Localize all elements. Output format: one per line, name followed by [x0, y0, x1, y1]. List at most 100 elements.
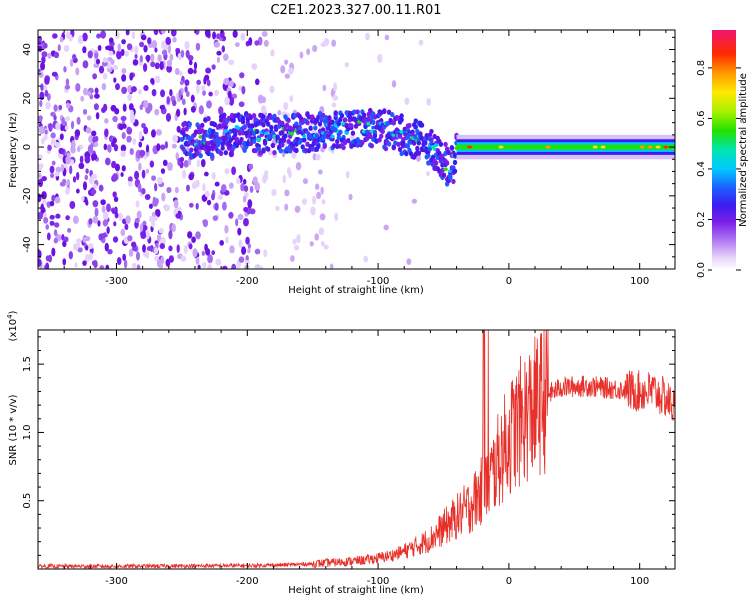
- spectrogram-cell: [207, 263, 213, 269]
- spectrogram-cell: [257, 94, 264, 104]
- spectrogram-peak: [467, 145, 473, 149]
- spectrogram-cell: [372, 129, 378, 135]
- spectrogram-cell: [136, 210, 142, 219]
- spectrogram-cell: [391, 144, 396, 150]
- spectrogram-cell: [82, 181, 88, 191]
- spectrogram-cell: [215, 258, 222, 266]
- spectrogram-cell: [151, 40, 158, 49]
- spectrogram-cell: [92, 200, 99, 208]
- spectrogram-cell: [40, 61, 46, 71]
- spectrogram-peak: [663, 145, 669, 149]
- spectrogram-cell: [418, 39, 424, 46]
- spectrogram-cell: [323, 38, 330, 47]
- spectrogram-cell: [344, 62, 350, 68]
- spectrogram-cell: [143, 100, 149, 109]
- spectrogram-cell: [101, 205, 106, 213]
- spectrogram-cell: [105, 264, 110, 269]
- spectrogram-cell: [202, 219, 209, 228]
- spectrogram-cell: [116, 50, 122, 60]
- spectrogram-cell: [44, 77, 50, 85]
- spectrogram-ytick-label: 20: [22, 92, 33, 105]
- spectrogram-cell: [234, 42, 240, 48]
- spectrogram-cell: [187, 121, 192, 127]
- spectrogram-cell: [320, 112, 326, 118]
- spectrogram-cell: [252, 176, 258, 185]
- spectrogram-cell: [272, 113, 277, 119]
- spectrogram-cell: [363, 116, 368, 122]
- spectrogram-cell: [193, 129, 199, 135]
- spectrogram-cell: [42, 199, 47, 205]
- spectrogram-cell: [115, 83, 120, 91]
- spectrogram-cell: [124, 223, 129, 231]
- spectrogram-cell: [72, 215, 79, 224]
- spectrogram-cell: [111, 140, 116, 148]
- spectrogram-cell: [443, 167, 448, 172]
- snr-marks: [38, 330, 675, 569]
- spectrogram-cell: [254, 78, 260, 86]
- spectrogram-cell: [92, 215, 99, 224]
- spectrogram-cell: [243, 185, 249, 192]
- spectrogram-cell: [333, 110, 338, 116]
- spectrogram-cell: [179, 80, 184, 86]
- spectrogram-cell: [131, 31, 136, 40]
- spectrogram-cell: [156, 143, 161, 152]
- spectrogram-cell: [242, 195, 247, 203]
- spectrogram-cell: [263, 249, 268, 258]
- spectrogram-cell: [205, 248, 211, 256]
- spectrogram-cell: [214, 202, 219, 211]
- spectrogram-cell: [57, 44, 61, 52]
- spectrogram-cell: [88, 135, 94, 143]
- spectrogram-frame: [37, 29, 676, 270]
- spectrogram-cell: [180, 255, 187, 262]
- spectrogram-cell: [224, 96, 230, 106]
- spectrogram-cell: [405, 143, 411, 149]
- spectrogram-xtick-label: -100: [367, 276, 390, 287]
- spectrogram-cell: [38, 164, 43, 173]
- spectrogram-cell: [314, 183, 320, 190]
- spectrogram-cell: [355, 109, 360, 115]
- spectrogram-cell: [127, 235, 133, 242]
- spectrogram-cell: [452, 152, 458, 158]
- spectrogram-cell: [254, 264, 259, 269]
- spectrogram-cell: [120, 228, 126, 237]
- spectrogram-cell: [347, 113, 353, 120]
- spectrogram-cell: [99, 264, 105, 269]
- spectrogram-cell: [114, 31, 120, 40]
- spectrogram-cell: [219, 239, 224, 246]
- spectrogram-cell: [135, 251, 140, 261]
- spectrogram-cell: [169, 53, 174, 61]
- spectrogram-cell: [155, 197, 159, 205]
- snr-xtick-label: -300: [105, 576, 128, 587]
- spectrogram-cell: [189, 147, 194, 153]
- spectrogram-cell: [59, 133, 64, 141]
- spectrogram-cell: [221, 45, 226, 53]
- spectrogram-cell: [229, 245, 235, 254]
- spectrogram-cell: [228, 182, 234, 189]
- spectrogram-cell: [74, 262, 78, 268]
- spectrogram-cell: [284, 189, 290, 197]
- spectrogram-cell: [55, 166, 62, 173]
- spectrogram-cell: [202, 182, 206, 192]
- spectrogram-cell: [126, 126, 133, 135]
- spectrogram-cell: [427, 146, 433, 152]
- spectrogram-cell: [299, 51, 304, 59]
- spectrogram-cell: [192, 248, 198, 258]
- spectrogram-cell: [416, 140, 422, 146]
- spectrogram-cell: [223, 77, 230, 86]
- spectrogram-cell: [314, 233, 319, 241]
- spectrogram-cell: [150, 61, 156, 68]
- spectrogram-cell: [261, 122, 266, 128]
- spectrogram-cell: [191, 236, 196, 244]
- spectrogram-cell: [294, 147, 299, 154]
- spectrogram-cell: [55, 122, 61, 131]
- spectrogram-cell: [151, 211, 156, 217]
- spectrogram-cell: [237, 213, 244, 221]
- spectrogram-cell: [44, 89, 49, 97]
- spectrogram-cell: [51, 71, 58, 77]
- colorbar: 0.0 0.2 0.4 0.6 0.8 Normalized spectral ampl…: [696, 30, 749, 278]
- spectrogram-cell: [69, 165, 73, 175]
- snr-scale-close: ): [8, 310, 19, 314]
- spectrogram-cell: [120, 115, 127, 122]
- spectrogram-cell: [134, 54, 138, 59]
- spectrogram-cell: [245, 236, 250, 245]
